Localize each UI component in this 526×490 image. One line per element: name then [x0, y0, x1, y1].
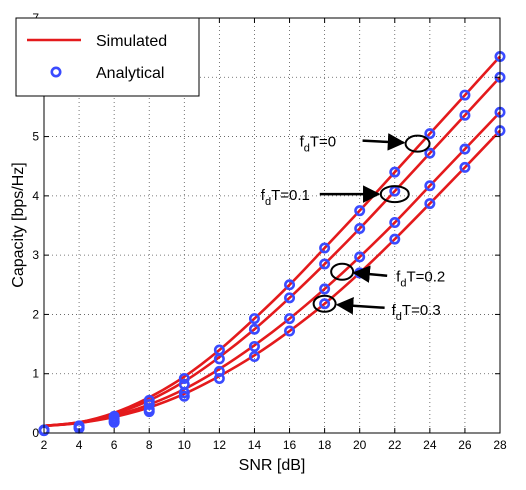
x-tick-label: 20 [353, 438, 367, 452]
x-axis-label: SNR [dB] [239, 457, 306, 474]
y-axis-label: Capacity [bps/Hz] [10, 162, 27, 287]
x-axis-ticks: 2 4 6 8 10 12 14 16 18 20 22 24 26 28 [41, 18, 507, 452]
analytical-point [354, 251, 366, 263]
analytical-point [389, 233, 401, 245]
annotation-arrow [362, 133, 406, 151]
analytical-point [108, 416, 120, 428]
annotation-label: fdT=0.3 [392, 302, 441, 323]
analytical-point [248, 340, 260, 352]
analytical-point [459, 109, 471, 121]
annotation-arrow [335, 297, 385, 315]
annotation-label: fdT=0.2 [396, 269, 445, 290]
x-tick-label: 26 [458, 438, 472, 452]
y-tick-label: 5 [32, 130, 39, 144]
legend-box [15, 17, 200, 97]
x-tick-label: 16 [283, 438, 297, 452]
y-tick-label: 3 [32, 248, 39, 262]
analytical-point [213, 353, 225, 365]
analytical-point [143, 406, 155, 418]
legend-simulated-label: Simulated [96, 33, 167, 50]
x-tick-label: 22 [388, 438, 402, 452]
y-tick-label: 0 [32, 426, 39, 440]
x-tick-label: 10 [178, 438, 192, 452]
analytical-point [319, 298, 331, 310]
analytical-point [424, 198, 436, 210]
y-tick-label: 4 [32, 189, 39, 203]
x-tick-label: 28 [493, 438, 507, 452]
x-tick-label: 18 [318, 438, 332, 452]
analytical-point [248, 323, 260, 335]
x-tick-label: 14 [248, 438, 262, 452]
analytical-point [284, 292, 296, 304]
legend-analytical-label: Analytical [96, 65, 164, 82]
x-tick-label: 2 [41, 438, 48, 452]
annotations: fdT=0 fdT=0.1 fdT=0.2 fdT=0.3 [261, 133, 445, 323]
analytical-point [424, 180, 436, 192]
analytical-point [319, 242, 331, 254]
analytical-point [424, 147, 436, 159]
analytical-point [354, 205, 366, 217]
annotation-label: fdT=0.1 [261, 187, 310, 208]
analytical-point [178, 390, 190, 402]
analytical-point [459, 161, 471, 173]
analytical-point [284, 325, 296, 337]
analytical-point [178, 387, 190, 399]
legend-analytical-swatch [50, 66, 62, 78]
annotation-arrow [352, 265, 388, 283]
analytical-point [213, 372, 225, 384]
analytical-point [284, 313, 296, 325]
legend: Simulated Analytical [15, 17, 200, 97]
annotation-label: fdT=0 [300, 134, 337, 155]
analytical-point [424, 128, 436, 140]
analytical-point [459, 89, 471, 101]
analytical-point [319, 258, 331, 270]
x-tick-label: 8 [146, 438, 153, 452]
x-tick-label: 6 [111, 438, 118, 452]
analytical-point [319, 283, 331, 295]
analytical-point [389, 166, 401, 178]
annotation-ellipse [404, 134, 431, 153]
analytical-point [389, 217, 401, 229]
annotation-ellipse [379, 185, 410, 204]
y-tick-label: 1 [32, 367, 39, 381]
y-tick-label: 2 [32, 307, 39, 321]
x-tick-label: 24 [423, 438, 437, 452]
analytical-point [284, 279, 296, 291]
analytical-point [354, 222, 366, 234]
x-tick-label: 4 [76, 438, 83, 452]
analytical-point [248, 313, 260, 325]
analytical-point [459, 143, 471, 155]
annotation-ellipse [312, 294, 337, 313]
x-tick-label: 12 [213, 438, 227, 452]
plot-frame [43, 17, 501, 434]
analytical-point [178, 372, 190, 384]
analytical-point [248, 351, 260, 363]
